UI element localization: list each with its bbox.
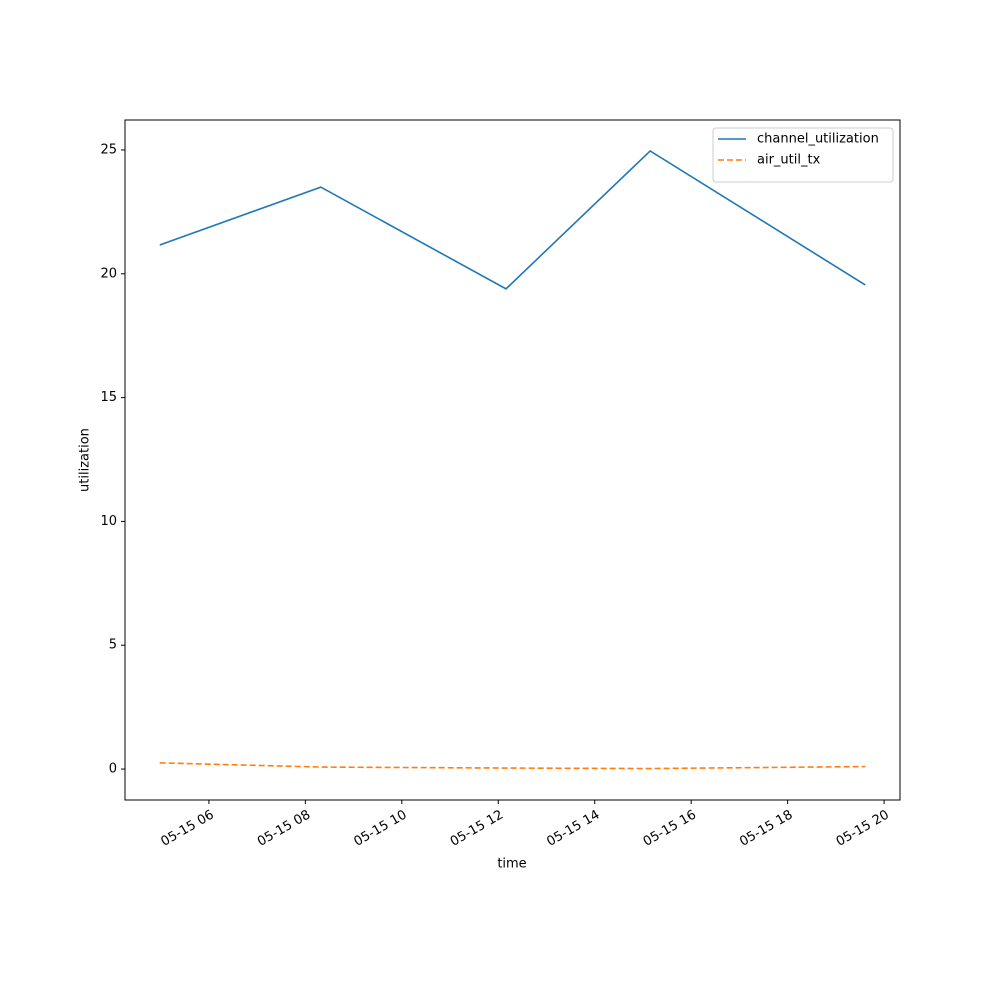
y-axis-label: utilization: [78, 428, 93, 492]
x-tick-label: 05-15 20: [834, 808, 892, 850]
y-tick-label: 25: [100, 142, 117, 157]
x-tick-label: 05-15 16: [641, 808, 699, 850]
legend-label: air_util_tx: [757, 153, 821, 168]
x-tick-label: 05-15 10: [351, 808, 409, 850]
series-line: [159, 762, 866, 770]
legend-box: [712, 127, 894, 183]
y-tick-label: 10: [100, 514, 117, 529]
x-tick-label: 05-15 12: [448, 808, 506, 850]
x-tick-label: 05-15 08: [255, 808, 313, 850]
x-tick-label: 05-15 14: [544, 808, 602, 850]
legend-label: channel_utilization: [757, 132, 879, 147]
x-tick-label: 05-15 18: [737, 808, 795, 850]
y-tick-label: 0: [109, 762, 117, 777]
y-tick-label: 20: [100, 266, 117, 281]
x-tick-label: 05-15 06: [159, 808, 217, 850]
y-tick-label: 15: [100, 390, 117, 405]
plot-frame: [124, 119, 901, 801]
x-axis-label: time: [497, 857, 526, 872]
y-tick-label: 5: [109, 638, 117, 653]
series-line: [159, 149, 866, 290]
